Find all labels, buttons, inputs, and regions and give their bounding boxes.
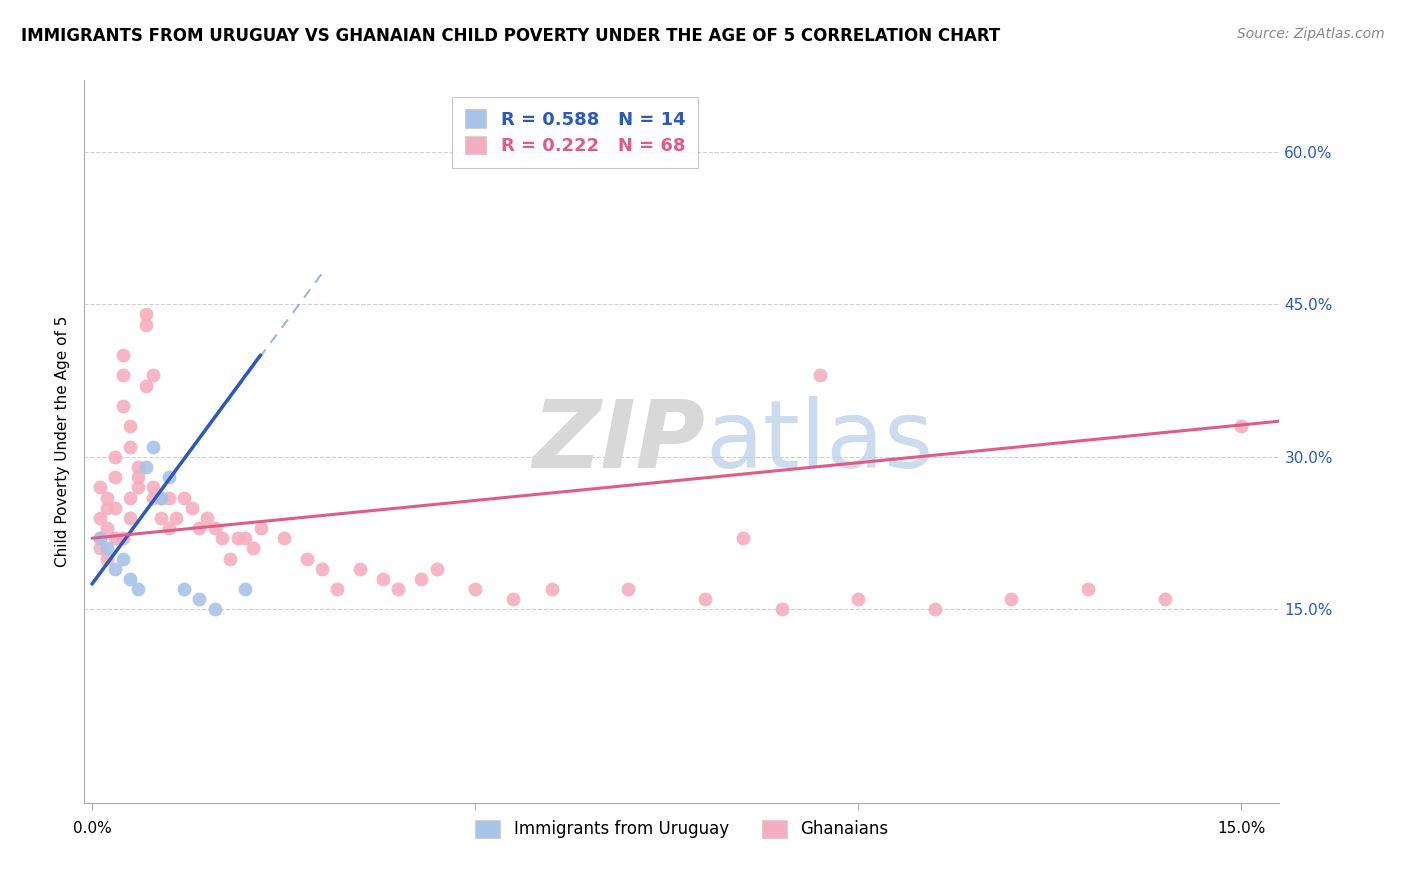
Point: [924, 602, 946, 616]
Point: [127, 470, 149, 484]
Point: [693, 592, 716, 607]
Point: [135, 307, 157, 321]
Point: [1153, 592, 1175, 607]
Point: [411, 572, 433, 586]
Point: [233, 582, 256, 596]
Point: [96, 541, 118, 556]
Point: [142, 491, 165, 505]
Point: [219, 551, 242, 566]
Point: [142, 480, 165, 494]
Point: [387, 582, 409, 596]
Text: atlas: atlas: [706, 395, 934, 488]
Point: [120, 572, 142, 586]
Point: [295, 551, 318, 566]
Point: [157, 521, 180, 535]
Point: [96, 521, 118, 535]
Point: [111, 348, 134, 362]
Point: [120, 419, 142, 434]
Point: [89, 480, 111, 494]
Point: [180, 500, 202, 515]
Point: [104, 470, 127, 484]
Point: [311, 562, 333, 576]
Point: [426, 562, 449, 576]
Point: [111, 368, 134, 383]
Point: [173, 582, 195, 596]
Point: [165, 511, 187, 525]
Point: [195, 511, 218, 525]
Point: [111, 551, 134, 566]
Point: [89, 531, 111, 545]
Point: [89, 511, 111, 525]
Point: [111, 399, 134, 413]
Point: [242, 541, 264, 556]
Point: [273, 531, 295, 545]
Point: [149, 491, 172, 505]
Point: [733, 531, 755, 545]
Point: [135, 318, 157, 332]
Point: [204, 521, 226, 535]
Point: [135, 378, 157, 392]
Point: [104, 500, 127, 515]
Point: [89, 531, 111, 545]
Point: [173, 491, 195, 505]
Point: [104, 531, 127, 545]
Point: [204, 602, 226, 616]
Text: ZIP: ZIP: [533, 395, 706, 488]
Point: [142, 368, 165, 383]
Point: [846, 592, 869, 607]
Point: [770, 602, 793, 616]
Point: [127, 480, 149, 494]
Point: [135, 460, 157, 475]
Text: IMMIGRANTS FROM URUGUAY VS GHANAIAN CHILD POVERTY UNDER THE AGE OF 5 CORRELATION: IMMIGRANTS FROM URUGUAY VS GHANAIAN CHIL…: [21, 27, 1000, 45]
Point: [1230, 419, 1253, 434]
Point: [96, 491, 118, 505]
Point: [540, 582, 562, 596]
Point: [120, 440, 142, 454]
Point: [464, 582, 486, 596]
Point: [233, 531, 256, 545]
Point: [149, 511, 172, 525]
Legend: Immigrants from Uruguay, Ghanaians: Immigrants from Uruguay, Ghanaians: [468, 813, 896, 845]
Point: [226, 531, 249, 545]
Point: [1077, 582, 1099, 596]
Point: [373, 572, 395, 586]
Point: [1000, 592, 1022, 607]
Point: [120, 511, 142, 525]
Point: [127, 582, 149, 596]
Point: [326, 582, 349, 596]
Point: [157, 491, 180, 505]
Point: [349, 562, 371, 576]
Point: [89, 541, 111, 556]
Point: [104, 562, 127, 576]
Text: Source: ZipAtlas.com: Source: ZipAtlas.com: [1237, 27, 1385, 41]
Point: [249, 521, 271, 535]
Point: [502, 592, 524, 607]
Point: [617, 582, 640, 596]
Point: [96, 551, 118, 566]
Point: [157, 470, 180, 484]
Point: [127, 460, 149, 475]
Point: [111, 531, 134, 545]
Point: [104, 450, 127, 464]
Point: [808, 368, 831, 383]
Point: [120, 491, 142, 505]
Point: [211, 531, 233, 545]
Point: [142, 440, 165, 454]
Y-axis label: Child Poverty Under the Age of 5: Child Poverty Under the Age of 5: [55, 316, 70, 567]
Point: [96, 500, 118, 515]
Point: [188, 592, 211, 607]
Point: [149, 491, 172, 505]
Point: [188, 521, 211, 535]
